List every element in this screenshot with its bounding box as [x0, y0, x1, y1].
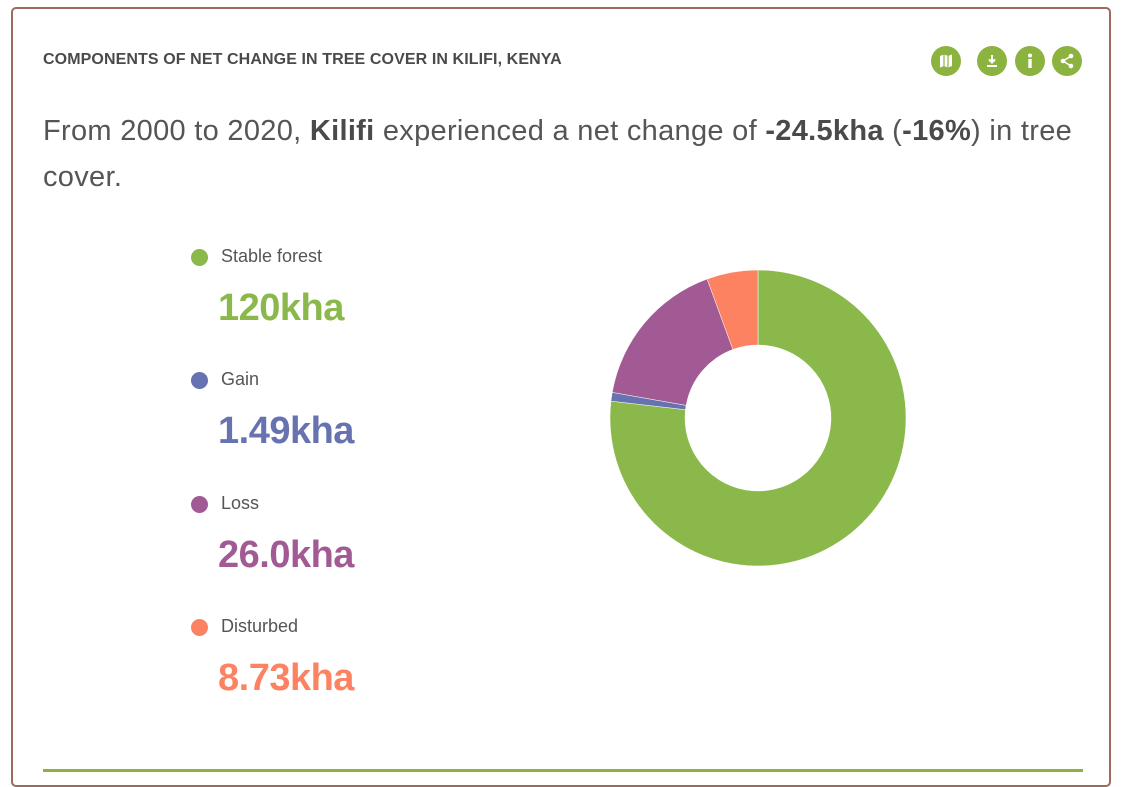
legend-dot-loss [191, 496, 208, 513]
summary-prefix: From 2000 to 2020, [43, 115, 310, 147]
map-icon [940, 54, 952, 68]
donut-slice-disturbed[interactable] [706, 269, 759, 350]
summary-percent: -16% [902, 115, 972, 147]
map-button[interactable] [931, 46, 961, 76]
legend-value-stable-forest: 120kha [218, 287, 344, 329]
widget-title: COMPONENTS OF NET CHANGE IN TREE COVER I… [43, 51, 562, 68]
legend-value-disturbed: 8.73kha [218, 657, 354, 699]
summary-location: Kilifi [309, 115, 375, 147]
legend-dot-gain [191, 372, 208, 389]
legend-label-stable-forest: Stable forest [221, 246, 323, 266]
legend-dot-stable-forest [191, 249, 208, 266]
download-icon [987, 55, 997, 67]
info-icon [1028, 53, 1032, 68]
donut-slice-loss[interactable] [611, 278, 734, 406]
donut-slice-stable-forest[interactable] [609, 269, 907, 567]
summary-sentence: From 2000 to 2020, Kilifi experienced a … [43, 108, 1088, 200]
donut-chart [609, 269, 907, 567]
download-button[interactable] [977, 46, 1007, 76]
legend-label-disturbed: Disturbed [221, 616, 299, 636]
share-button[interactable] [1052, 46, 1082, 76]
summary-middle: experienced a net change of [374, 115, 766, 147]
bottom-divider [43, 769, 1083, 772]
summary-change: -24.5kha [765, 115, 884, 147]
summary-open-paren: ( [883, 115, 903, 147]
summary-suffix: ) in tree cover. [43, 115, 1073, 193]
widget-card [11, 7, 1111, 787]
legend-label-loss: Loss [221, 493, 260, 513]
legend-value-gain: 1.49kha [218, 410, 354, 452]
share-icon [1060, 53, 1074, 69]
legend-dot-disturbed [191, 619, 208, 636]
legend-label-gain: Gain [221, 369, 260, 389]
info-button[interactable] [1015, 46, 1045, 76]
legend-value-loss: 26.0kha [218, 534, 354, 576]
